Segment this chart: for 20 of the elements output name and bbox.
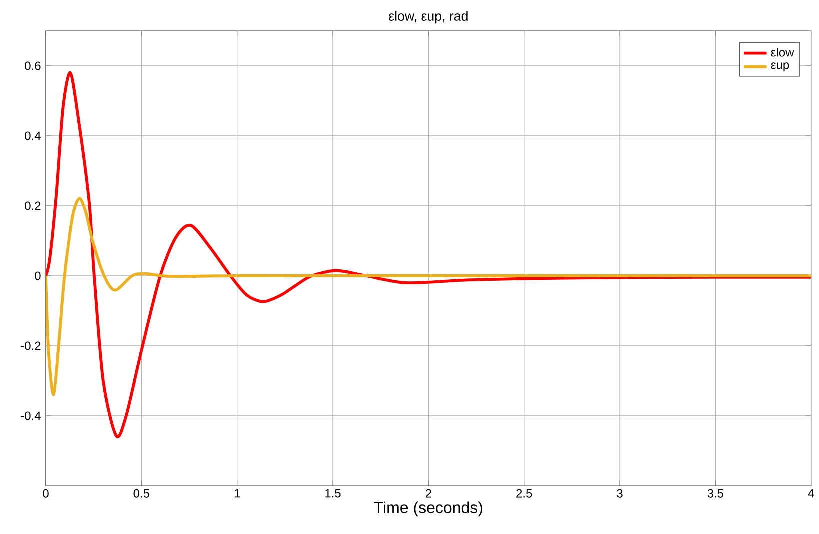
x-tick-label: 3	[617, 489, 623, 498]
chart-title: εlow, εup, rad	[389, 11, 468, 24]
x-tick-label: 0	[43, 489, 49, 498]
x-tick-label: 0.5	[134, 489, 150, 498]
x-tick-label: 4	[808, 489, 814, 498]
y-tick-label: -0.2	[21, 342, 41, 350]
line-series	[46, 197, 812, 396]
y-tick-label: 0.2	[25, 202, 41, 210]
x-tick-label: 3.5	[708, 489, 724, 498]
x-tick-label: 1	[234, 489, 240, 498]
legend-label: εup	[771, 62, 790, 72]
y-tick-label: 0.6	[25, 62, 41, 70]
x-tick-label: 2.5	[516, 489, 532, 498]
y-tick-label: 0	[35, 272, 41, 280]
x-tick-label: 1.5	[326, 489, 341, 498]
y-tick-label: -0.4	[21, 412, 41, 420]
legend-label: εlow	[771, 48, 794, 57]
x-tick-label: 2	[426, 489, 432, 498]
y-tick-label: 0.4	[25, 132, 41, 140]
x-axis-title: Time (seconds)	[374, 502, 482, 517]
